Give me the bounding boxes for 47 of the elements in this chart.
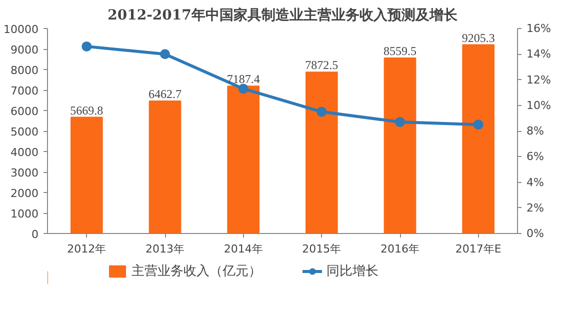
y-tick-label: 1000 xyxy=(10,208,39,220)
y-tick-label: 6000 xyxy=(10,105,39,118)
x-tick-label: 2012年 xyxy=(67,242,106,256)
x-tick-label: 2017年E xyxy=(455,242,502,256)
y-tick-label: 9000 xyxy=(10,44,39,56)
y-tick-label: 4000 xyxy=(10,146,39,159)
y2-tick-label: 8% xyxy=(526,124,544,138)
bar xyxy=(384,58,416,234)
y2-tick-label: 16% xyxy=(526,22,551,35)
y-tick-label: 8000 xyxy=(10,64,39,77)
y-tick-label: 2000 xyxy=(10,187,39,200)
y2-tick-label: 2% xyxy=(526,201,544,214)
y2-tick-label: 14% xyxy=(526,48,551,61)
data-label: 8559.5 xyxy=(384,44,416,58)
y2-tick-label: 10% xyxy=(526,98,551,112)
y-tick-label: 3000 xyxy=(10,166,39,180)
x-tick-label: 2013年 xyxy=(146,242,185,256)
bar xyxy=(306,72,338,234)
y-tick-label: 7000 xyxy=(10,84,39,98)
data-label: 7187.4 xyxy=(226,72,260,86)
data-label: 9205.3 xyxy=(462,30,495,45)
data-label: 7872.5 xyxy=(305,58,338,72)
legend-label: 主营业务收入（亿元） xyxy=(132,263,262,280)
data-label: 5669.8 xyxy=(70,103,104,118)
point xyxy=(82,41,92,52)
x-tick-label: 2014年 xyxy=(224,242,263,256)
y-tick-label: 0 xyxy=(32,228,38,241)
point xyxy=(160,49,170,60)
y2-tick-label: 12% xyxy=(526,73,551,86)
bar xyxy=(462,44,494,234)
x-tick-label: 2016年 xyxy=(380,242,420,256)
point xyxy=(316,106,327,117)
x-tick-label: 2015年 xyxy=(302,242,342,256)
y-tick-label: 10000 xyxy=(4,23,39,36)
y-tick-label: 5000 xyxy=(10,126,39,138)
y2-tick-label: 4% xyxy=(526,176,544,189)
y2-tick-label: 6% xyxy=(526,150,544,164)
bar xyxy=(148,100,182,234)
bar xyxy=(227,86,260,234)
point xyxy=(238,84,248,94)
bar xyxy=(70,116,103,234)
point xyxy=(473,120,484,130)
data-label: 6462.7 xyxy=(148,87,182,102)
legend-label: 同比增长 xyxy=(326,263,378,280)
point xyxy=(395,117,405,128)
chart-title: 2012-2017年中国家具制造业主营业务收入预测及增长 xyxy=(108,6,458,24)
y2-tick-label: 0% xyxy=(526,227,544,240)
